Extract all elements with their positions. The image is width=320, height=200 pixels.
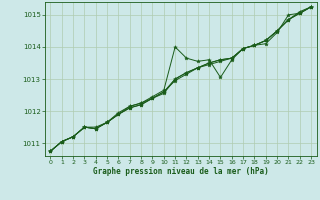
X-axis label: Graphe pression niveau de la mer (hPa): Graphe pression niveau de la mer (hPa)	[93, 167, 269, 176]
